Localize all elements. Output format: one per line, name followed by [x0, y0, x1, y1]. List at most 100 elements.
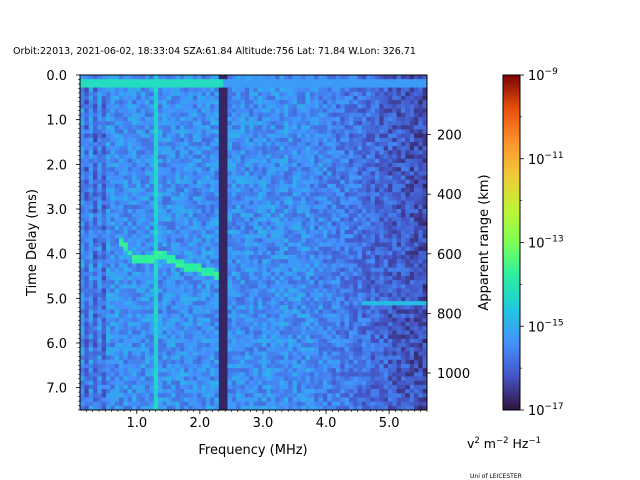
heatmap-cell [309, 276, 315, 281]
heatmap-cell [353, 79, 358, 84]
heatmap-cell [101, 171, 107, 176]
heatmap-cell [236, 263, 241, 269]
heatmap-cell [249, 284, 254, 289]
heatmap-cell [405, 158, 411, 164]
heatmap-cell [223, 95, 228, 101]
heatmap-cell [405, 242, 411, 248]
heatmap-cell [97, 179, 103, 185]
heatmap-cell [374, 79, 380, 84]
heatmap-cell [179, 95, 185, 101]
heatmap-cell [292, 259, 298, 264]
heatmap-cell [110, 154, 116, 160]
heatmap-cell [374, 322, 380, 327]
heatmap-cell [331, 259, 337, 264]
heatmap-cell [366, 183, 372, 189]
heatmap-cell [374, 91, 380, 97]
heatmap-cell [88, 83, 94, 88]
heatmap-cell [101, 250, 107, 256]
heatmap-cell [136, 95, 142, 101]
heatmap-cell [357, 225, 363, 231]
heatmap-cell [197, 330, 202, 336]
heatmap-cell [214, 116, 220, 122]
heatmap-cell [249, 296, 254, 302]
heatmap-cell [335, 242, 341, 248]
heatmap-cell [93, 196, 98, 202]
heatmap-cell [283, 276, 289, 281]
heatmap-cell [84, 259, 90, 264]
heatmap-cell [145, 158, 150, 164]
heatmap-cell [175, 154, 181, 160]
heatmap-cell [110, 213, 116, 218]
heatmap-cell [318, 317, 324, 323]
heatmap-cell [418, 276, 424, 281]
heatmap-cell [240, 183, 246, 189]
heatmap-cell [153, 137, 159, 143]
heatmap-cell [283, 225, 289, 231]
heatmap-cell [132, 116, 137, 122]
heatmap-cell [270, 158, 276, 164]
heatmap-cell [175, 229, 181, 235]
heatmap-cell [366, 146, 372, 151]
heatmap-cell [305, 158, 311, 164]
heatmap-cell [392, 79, 398, 84]
heatmap-cell [331, 162, 337, 168]
heatmap-cell [123, 125, 129, 130]
heatmap-cell [266, 284, 272, 289]
heatmap-cell [392, 188, 398, 193]
heatmap-cell [84, 330, 90, 336]
heatmap-cell [192, 142, 198, 147]
heatmap-cell [366, 125, 372, 130]
heatmap-cell [175, 326, 181, 331]
heatmap-cell [270, 188, 276, 193]
heatmap-cell [387, 112, 393, 118]
heatmap-cell [127, 292, 133, 298]
heatmap-cell [114, 317, 120, 323]
heatmap-cell [205, 146, 211, 151]
heatmap-cell [127, 137, 133, 143]
heatmap-cell [270, 317, 276, 323]
heatmap-cell [140, 326, 146, 331]
heatmap-cell [80, 246, 85, 252]
heatmap-cell [348, 313, 354, 319]
heatmap-cell [418, 142, 424, 147]
heatmap-cell [205, 305, 211, 310]
heatmap-cell [93, 83, 98, 88]
heatmap-cell [197, 234, 202, 239]
heatmap-cell [327, 75, 332, 80]
heatmap-cell [301, 204, 306, 210]
heatmap-cell [296, 229, 302, 235]
heatmap-cell [396, 267, 402, 273]
heatmap-cell [361, 192, 367, 197]
heatmap-cell [119, 87, 124, 93]
heatmap-cell [162, 317, 168, 323]
heatmap-cell [110, 137, 116, 143]
heatmap-cell [366, 292, 372, 298]
heatmap-cell [422, 158, 428, 164]
heatmap-cell [153, 229, 159, 235]
heatmap-cell [175, 263, 181, 269]
heatmap-cell [162, 330, 168, 336]
heatmap-cell [335, 229, 341, 235]
heatmap-cell [153, 238, 159, 243]
heatmap-cell [379, 100, 385, 105]
heatmap-cell [123, 242, 129, 248]
heatmap-cell [301, 175, 306, 181]
heatmap-cell [327, 246, 332, 252]
heatmap-cell [253, 326, 259, 331]
heatmap-cell [153, 125, 159, 130]
heatmap-cell [327, 229, 332, 235]
heatmap-cell [327, 242, 332, 248]
heatmap-cell [413, 125, 419, 130]
heatmap-cell [331, 309, 337, 315]
heatmap-cell [266, 125, 272, 130]
heatmap-cell [244, 100, 250, 105]
heatmap-cell [205, 188, 211, 193]
heatmap-cell [400, 125, 406, 130]
heatmap-cell [244, 246, 250, 252]
heatmap-cell [379, 255, 385, 260]
heatmap-cell [292, 238, 298, 243]
heatmap-cell [140, 125, 146, 130]
heatmap-cell [279, 267, 285, 273]
heatmap-cell [296, 217, 302, 222]
heatmap-cell [175, 284, 181, 289]
